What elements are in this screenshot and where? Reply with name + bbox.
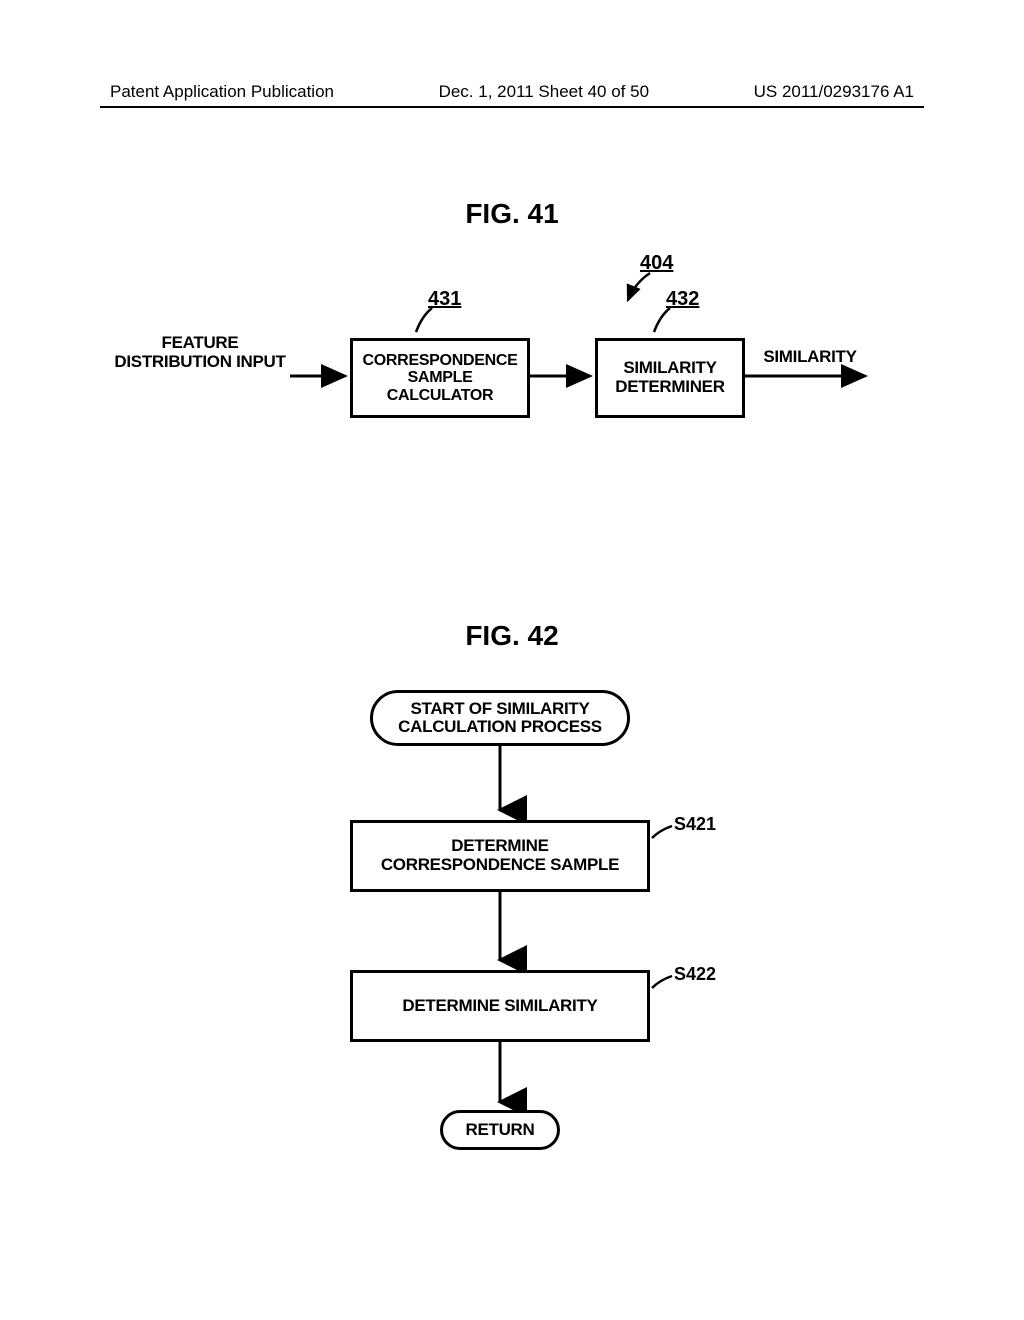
header-rule [100,106,924,108]
ref-s421: S421 [674,814,716,835]
ref-432-leader [648,306,678,340]
fig41-title: FIG. 41 [0,198,1024,230]
fig41-block-diagram: 431 432 FEATURE DISTRIBUTION INPUT CORRE… [110,310,930,450]
flowchart-return: RETURN [440,1110,560,1150]
header-center: Dec. 1, 2011 Sheet 40 of 50 [439,82,649,102]
similarity-output-label: SIMILARITY [755,348,865,367]
fig42-title: FIG. 42 [0,620,1024,652]
fig42-flowchart: START OF SIMILARITY CALCULATION PROCESS … [260,690,740,1210]
header-right: US 2011/0293176 A1 [754,82,914,102]
feature-input-label: FEATURE DISTRIBUTION INPUT [100,334,300,371]
flowchart-step-s421: DETERMINE CORRESPONDENCE SAMPLE [350,820,650,892]
ref-s422: S422 [674,964,716,985]
page-header: Patent Application Publication Dec. 1, 2… [0,82,1024,102]
box-432-similarity-determiner: SIMILARITY DETERMINER [595,338,745,418]
ref-404-leader [620,268,660,308]
arrow-432-to-output [745,368,875,388]
box-431-correspondence-sample-calculator: CORRESPONDENCE SAMPLE CALCULATOR [350,338,530,418]
header-left: Patent Application Publication [110,82,334,102]
ref-431-leader [410,306,440,340]
flowchart-step-s422: DETERMINE SIMILARITY [350,970,650,1042]
flowchart-start: START OF SIMILARITY CALCULATION PROCESS [370,690,630,746]
